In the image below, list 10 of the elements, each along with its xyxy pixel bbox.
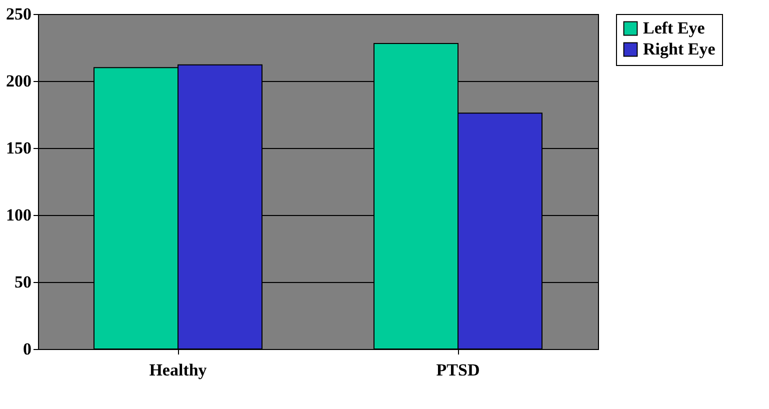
x-tick-label: Healthy [149, 360, 208, 380]
y-tick-label: 100 [6, 206, 32, 224]
x-tick-label: PTSD [436, 360, 480, 380]
y-tick-label: 150 [6, 138, 32, 158]
y-tick-label: 0 [23, 340, 32, 358]
legend-label: Left Eye [643, 18, 706, 38]
y-tick-label: 200 [6, 72, 32, 90]
legend-label: Right Eye [643, 40, 716, 58]
y-tick-label: 250 [6, 4, 32, 24]
y-tick-label: 50 [14, 272, 32, 292]
